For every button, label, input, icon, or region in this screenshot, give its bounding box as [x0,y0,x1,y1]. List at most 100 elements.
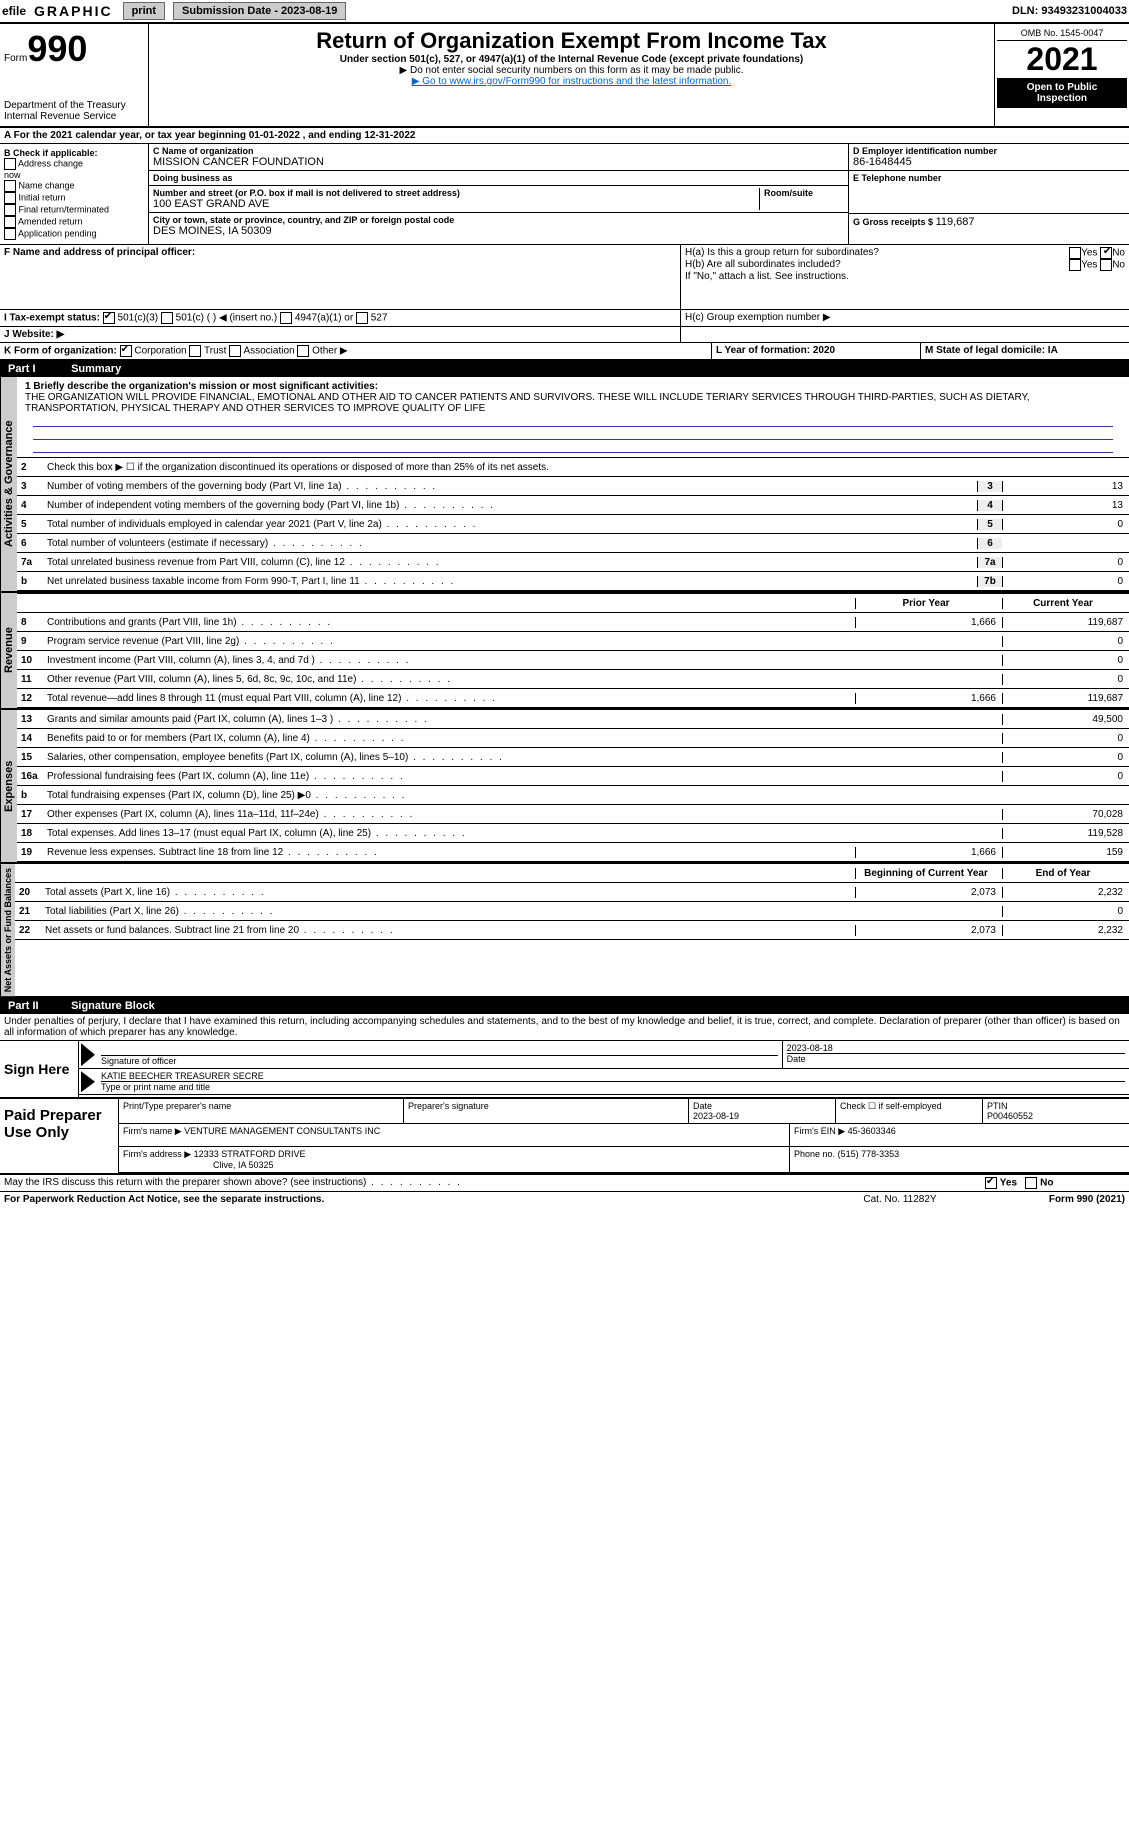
form-title: Return of Organization Exempt From Incom… [153,28,990,54]
officer-name: KATIE BEECHER TREASURER SECRE [101,1071,1125,1081]
irs-discuss-row: May the IRS discuss this return with the… [0,1175,1129,1192]
begin-year-header: Beginning of Current Year [855,868,1002,879]
application-pending-checkbox[interactable] [4,228,16,240]
firm-ein-label: Firm's EIN ▶ [794,1126,845,1136]
data-row: 18Total expenses. Add lines 13–17 (must … [17,824,1129,843]
other-checkbox[interactable] [297,345,309,357]
data-row: 3Number of voting members of the governi… [17,477,1129,496]
501c3-checkbox[interactable] [103,312,115,324]
ha-label: H(a) Is this a group return for subordin… [685,247,1015,259]
data-row: 19Revenue less expenses. Subtract line 1… [17,843,1129,862]
topbar: efile GRAPHIC print Submission Date - 20… [0,0,1129,24]
firm-addr-label: Firm's address ▶ [123,1149,191,1159]
corporation-checkbox[interactable] [120,345,132,357]
firm-ein-value: 45-3603346 [848,1126,896,1136]
firm-city-value: Clive, IA 50325 [123,1160,274,1170]
telephone-label: E Telephone number [853,173,1125,183]
street-value: 100 EAST GRAND AVE [153,198,759,210]
street-label: Number and street (or P.O. box if mail i… [153,188,759,198]
gross-receipts-label: G Gross receipts $ [853,217,933,227]
org-name-label: C Name of organization [153,146,844,156]
data-row: bNet unrelated business taxable income f… [17,572,1129,591]
trust-checkbox[interactable] [189,345,201,357]
year-formation: L Year of formation: 2020 [712,343,921,359]
net-assets-section: Net Assets or Fund Balances Beginning of… [0,864,1129,998]
part1-header: Part I Summary [0,361,1129,377]
prep-date-value: 2023-08-19 [693,1111,739,1121]
data-row: bTotal fundraising expenses (Part IX, co… [17,786,1129,805]
activities-governance-section: Activities & Governance 1 Briefly descri… [0,377,1129,593]
section-j: J Website: ▶ [0,327,1129,343]
self-employed-label: Check ☐ if self-employed [836,1099,983,1123]
expenses-section: Expenses 13Grants and similar amounts pa… [0,710,1129,864]
association-checkbox[interactable] [229,345,241,357]
hb-yes-checkbox[interactable] [1069,259,1081,271]
4947-checkbox[interactable] [280,312,292,324]
data-row: 4Number of independent voting members of… [17,496,1129,515]
data-row: 21Total liabilities (Part X, line 26)0 [15,902,1129,921]
part2-header: Part II Signature Block [0,998,1129,1014]
data-row: 15Salaries, other compensation, employee… [17,748,1129,767]
initial-return-checkbox[interactable] [4,192,16,204]
ha-yes-checkbox[interactable] [1069,247,1081,259]
gross-receipts-value: 119,687 [936,216,975,228]
hb-no-checkbox[interactable] [1100,259,1112,271]
website-label: J Website: ▶ [0,327,681,342]
goto-link[interactable]: ▶ Go to www.irs.gov/Form990 for instruct… [153,76,990,87]
data-row: 20Total assets (Part X, line 16)2,0732,2… [15,883,1129,902]
dept-label: Department of the Treasury [4,100,144,111]
prep-date-label: Date [693,1101,712,1111]
firm-addr-value: 12333 STRATFORD DRIVE [194,1149,306,1159]
org-name: MISSION CANCER FOUNDATION [153,156,844,168]
vtab-activities: Activities & Governance [0,377,17,591]
footer-line: For Paperwork Reduction Act Notice, see … [0,1192,1129,1207]
print-button[interactable]: print [123,2,165,20]
irs-discuss-question: May the IRS discuss this return with the… [4,1177,985,1189]
prior-year-header: Prior Year [855,598,1002,609]
501c-checkbox[interactable] [161,312,173,324]
ptin-label: PTIN [987,1101,1008,1111]
section-b-to-g: B Check if applicable: Address change no… [0,144,1129,245]
tax-status-label: I Tax-exempt status: [4,313,100,324]
ha-no-checkbox[interactable] [1100,247,1112,259]
firm-phone-value: (515) 778-3353 [838,1149,900,1159]
final-return-checkbox[interactable] [4,204,16,216]
firm-phone-label: Phone no. [794,1149,835,1159]
527-checkbox[interactable] [356,312,368,324]
ein-value: 86-1648445 [853,156,1125,168]
cat-number: Cat. No. 11282Y [825,1194,975,1205]
data-row: 5Total number of individuals employed in… [17,515,1129,534]
vtab-net-assets: Net Assets or Fund Balances [0,864,15,996]
amended-return-checkbox[interactable] [4,216,16,228]
discuss-no-checkbox[interactable] [1025,1177,1037,1189]
box-b-label: B Check if applicable: [4,148,144,158]
paid-preparer-label: Paid Preparer Use Only [0,1099,119,1173]
sign-here-label: Sign Here [0,1041,79,1097]
sig-date-value: 2023-08-18 [787,1043,1125,1053]
data-row: 11Other revenue (Part VIII, column (A), … [17,670,1129,689]
data-row: 12Total revenue—add lines 8 through 11 (… [17,689,1129,708]
address-change-checkbox[interactable] [4,158,16,170]
data-row: 13Grants and similar amounts paid (Part … [17,710,1129,729]
sig-date-label: Date [787,1053,1125,1064]
end-year-header: End of Year [1002,868,1129,879]
line-a: A For the 2021 calendar year, or tax yea… [0,128,1129,144]
submission-date-button[interactable]: Submission Date - 2023-08-19 [173,2,346,20]
current-year-header: Current Year [1002,598,1129,609]
ssn-warning: ▶ Do not enter social security numbers o… [153,65,990,76]
city-value: DES MOINES, IA 50309 [153,225,844,237]
firm-name-value: VENTURE MANAGEMENT CONSULTANTS INC [184,1126,380,1136]
hc-label: H(c) Group exemption number ▶ [681,310,1129,326]
open-public-badge: Open to Public Inspection [997,78,1127,108]
data-row: 10Investment income (Part VIII, column (… [17,651,1129,670]
hb-label: H(b) Are all subordinates included? [685,259,1015,271]
data-row: 7aTotal unrelated business revenue from … [17,553,1129,572]
discuss-yes-checkbox[interactable] [985,1177,997,1189]
name-change-checkbox[interactable] [4,180,16,192]
form-number: 990 [27,28,87,69]
data-row: 6Total number of volunteers (estimate if… [17,534,1129,553]
data-row: 9Program service revenue (Part VIII, lin… [17,632,1129,651]
state-domicile: M State of legal domicile: IA [921,343,1129,359]
form-footer: Form 990 (2021) [975,1194,1125,1205]
dln-label: DLN: 93493231004033 [1012,5,1127,17]
